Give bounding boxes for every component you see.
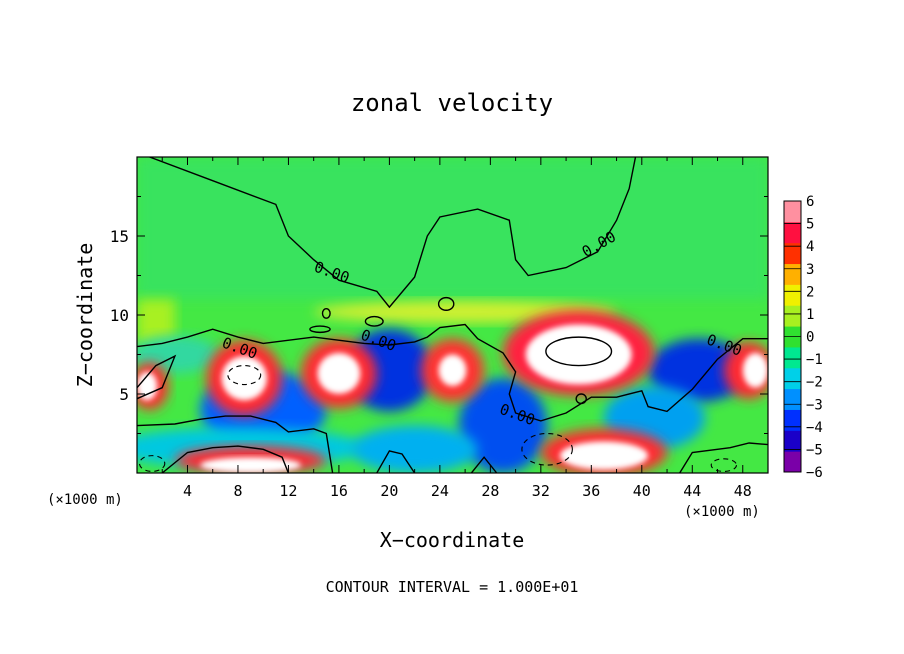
chart-title: zonal velocity <box>351 89 553 117</box>
y-axis-label: Z−coordinate <box>73 243 97 388</box>
contour-zero-upper <box>149 157 637 309</box>
colorbar-segment <box>784 263 801 285</box>
y-axis: 5 10 15 <box>110 196 768 434</box>
x-axis-label: X−coordinate <box>380 528 525 552</box>
x-tick-label: 40 <box>633 482 651 500</box>
colorbar-segment <box>784 284 801 306</box>
x-axis: 4 8 12 16 20 24 28 32 36 40 44 48 <box>161 157 752 500</box>
colorbar-segment <box>784 409 801 431</box>
colorbar-tick-label: 3 <box>806 262 814 278</box>
colorbar-tick-label: 1 <box>806 307 814 323</box>
core-positive-center <box>317 352 361 394</box>
contour-dashed-3 <box>710 458 738 472</box>
colorbar-tick-label: 6 <box>806 194 814 210</box>
core-positive-left <box>221 356 267 401</box>
colorbar-tick-label: −3 <box>806 397 823 413</box>
contour-loop-4 <box>309 325 331 334</box>
x-tick-label: 12 <box>279 482 297 500</box>
contour-zero-bottom-right <box>679 442 768 473</box>
colorbar-segment <box>784 430 801 452</box>
x-tick-label: 48 <box>734 482 752 500</box>
core-positive-edge <box>137 371 158 401</box>
contour-loop-0 <box>437 296 455 311</box>
y-tick-label: 5 <box>119 385 129 404</box>
colorbar-segment <box>784 242 801 265</box>
contour-zero-bottom <box>161 445 290 473</box>
x-tick-label: 36 <box>582 482 600 500</box>
colorbar-tick-label: −5 <box>806 442 823 458</box>
contour-zero-bottom-28 <box>470 456 498 473</box>
x-unit-label-left: (×1000 m) <box>47 492 123 508</box>
colorbar-segment <box>784 388 801 410</box>
colorbar-tick-label: −4 <box>806 420 823 436</box>
upper-field <box>137 157 768 300</box>
colorbar-segment <box>784 305 801 327</box>
x-tick-label: 20 <box>380 482 398 500</box>
colorbar-segment <box>784 346 801 369</box>
x-tick-label: 24 <box>431 482 449 500</box>
shade-negative-lower <box>458 378 548 473</box>
plot-area <box>137 157 768 473</box>
contour-zero-left-edge <box>137 354 177 400</box>
shade-left-neutral <box>137 335 220 374</box>
x-tick-label: 28 <box>481 482 499 500</box>
x-unit-label-right: (×1000 m) <box>684 504 760 520</box>
colorbar-tick-label: −2 <box>806 375 823 391</box>
core-positive-edge-right <box>742 352 768 388</box>
x-tick-label: 16 <box>330 482 348 500</box>
contour-dashed-0 <box>227 365 262 386</box>
colorbar-tick-label: −1 <box>806 352 823 368</box>
colorbar-tick-label: 5 <box>806 217 814 233</box>
contour-zero-bottom-mid <box>376 450 416 473</box>
shade-lower-cyan-2 <box>351 425 478 473</box>
core-positive-mid <box>438 354 467 387</box>
colorbar-segment <box>784 201 801 223</box>
contour-loop-1 <box>321 307 331 319</box>
contour-zero-main <box>137 323 768 422</box>
core-positive-max <box>525 324 632 385</box>
y-tick-label: 15 <box>110 227 129 246</box>
contour-loop-5 <box>364 315 384 327</box>
core-positive-bottom <box>559 441 649 470</box>
colorbar-segment <box>784 451 801 473</box>
contour-dashed-1 <box>521 432 573 466</box>
x-tick-label: 44 <box>683 482 701 500</box>
colorbar-tick-label: 0 <box>806 330 814 346</box>
contour-zero-lower-left <box>137 415 334 473</box>
core-positive-bottom-left <box>200 457 302 473</box>
x-tick-label: 4 <box>183 482 192 500</box>
colorbar: 6 5 4 3 2 1 0 −1 −2 −3 −4 −5 −6 <box>783 194 823 481</box>
contour-interval-note: CONTOUR INTERVAL = 1.000E+01 <box>326 578 579 596</box>
x-tick-label: 32 <box>532 482 550 500</box>
colorbar-tick-label: 2 <box>806 284 814 300</box>
contour-loop-2 <box>545 336 613 367</box>
colorbar-segment <box>784 367 801 390</box>
x-tick-label: 8 <box>233 482 242 500</box>
colorbar-segment <box>784 221 801 244</box>
contour-dashed-2 <box>138 455 166 472</box>
y-tick-label: 10 <box>110 306 129 325</box>
contour-loop-3 <box>575 393 587 405</box>
colorbar-tick-label: −6 <box>806 465 823 481</box>
colorbar-tick-label: 4 <box>806 239 814 255</box>
